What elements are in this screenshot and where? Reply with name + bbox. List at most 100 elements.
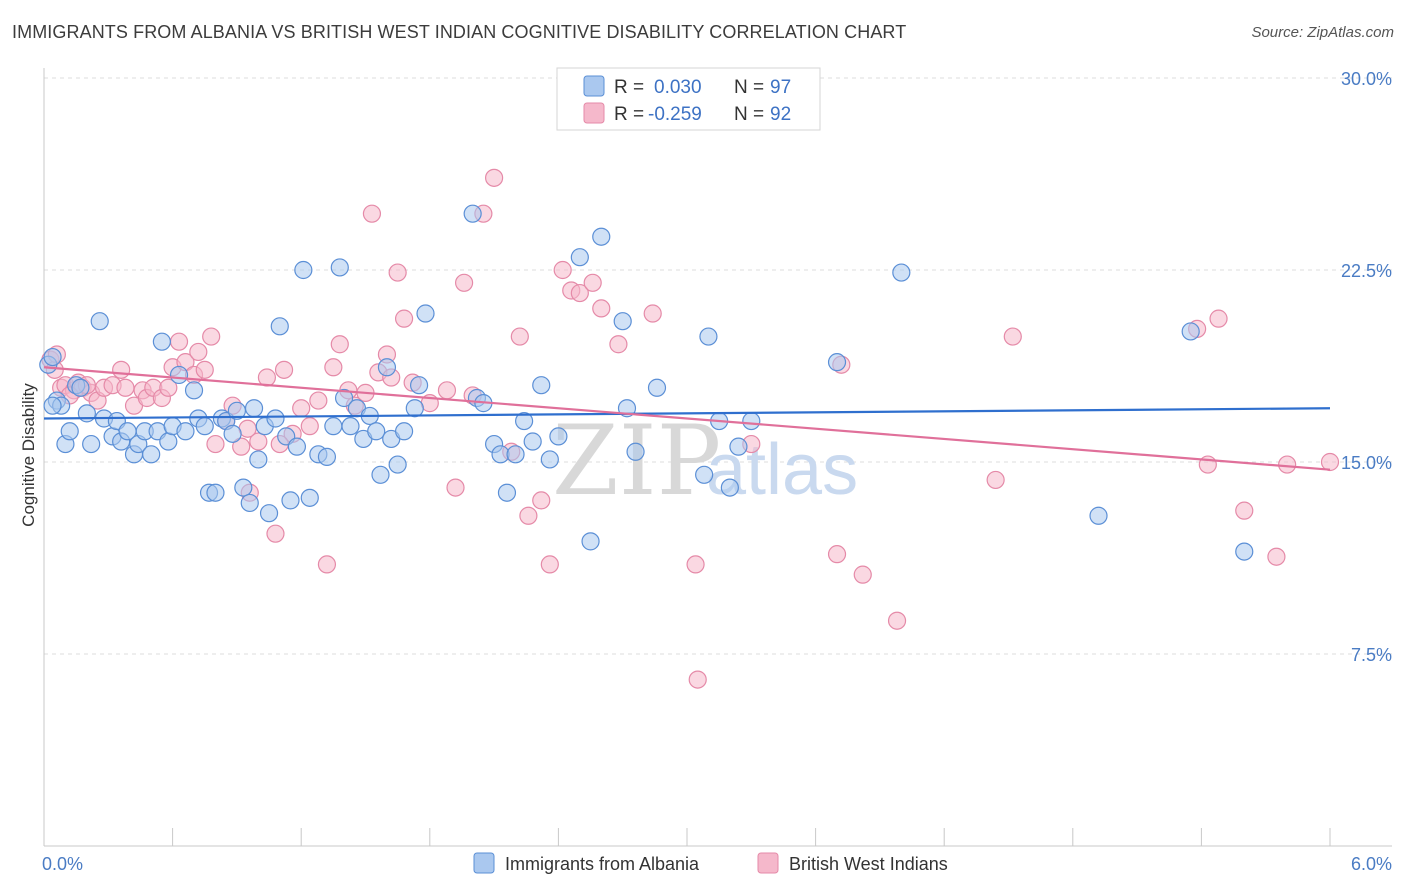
blue-data-point <box>388 455 407 474</box>
y-tick-labels: 7.5% 15.0% 22.5% 30.0% <box>1341 69 1392 665</box>
pink-data-point <box>827 545 847 564</box>
blue-data-point <box>394 422 414 441</box>
blue-data-point <box>581 532 600 551</box>
blue-data-point <box>892 263 911 282</box>
pink-data-point <box>202 327 221 346</box>
y-tick-label: 15.0% <box>1341 453 1392 473</box>
blue-data-point <box>206 483 225 502</box>
blue-data-point <box>720 478 739 497</box>
pink-data-point <box>232 437 251 456</box>
blue-data-point <box>77 404 96 423</box>
blue-data-point <box>570 248 589 267</box>
pink-data-point <box>686 555 705 574</box>
bottom-legend-label-pink: British West Indians <box>789 854 948 874</box>
blue-data-point <box>249 450 268 469</box>
blue-data-point <box>515 411 534 431</box>
pink-data-point <box>437 381 457 400</box>
blue-data-point <box>82 434 101 454</box>
blue-data-point <box>699 327 718 346</box>
blue-data-point <box>287 437 307 456</box>
blue-data-point <box>266 409 285 428</box>
blue-data-point <box>43 347 62 367</box>
pink-data-point <box>887 611 907 630</box>
legend-r-value-blue: 0.030 <box>654 77 702 98</box>
legend-r-value-pink: -0.259 <box>648 104 702 125</box>
pink-data-point <box>485 168 504 187</box>
blue-data-point <box>827 353 847 372</box>
pink-data-point <box>249 432 268 451</box>
pink-data-point <box>388 263 407 282</box>
pink-data-point <box>195 360 214 379</box>
pink-data-point <box>159 378 178 397</box>
x-tick-label-min: 0.0% <box>42 854 83 874</box>
pink-data-point <box>189 342 208 362</box>
blue-data-point <box>334 388 354 408</box>
pink-data-point <box>986 470 1005 490</box>
legend-n-label-pink: N = <box>734 104 764 125</box>
pink-data-point <box>300 417 319 436</box>
pink-data-point <box>116 378 135 397</box>
blue-data-point <box>324 417 343 436</box>
blue-data-point <box>405 399 424 418</box>
blue-data-point <box>300 488 319 507</box>
pink-data-point <box>592 299 611 318</box>
blue-data-point <box>90 312 109 331</box>
blue-data-point <box>592 227 611 246</box>
pink-data-point <box>1267 547 1286 566</box>
blue-data-point <box>497 483 517 502</box>
y-axis-title: Cognitive Disability <box>19 383 38 527</box>
blue-data-point <box>549 427 568 446</box>
chart-title: IMMIGRANTS FROM ALBANIA VS BRITISH WEST … <box>12 22 907 42</box>
watermark-atlas: atlas <box>706 430 858 510</box>
blue-data-point <box>240 493 259 513</box>
pink-data-point <box>362 204 382 223</box>
blue-data-point <box>223 424 242 443</box>
blue-data-point <box>330 258 349 277</box>
pink-data-point <box>309 391 328 410</box>
y-tick-label: 7.5% <box>1351 645 1392 665</box>
bottom-legend-label-blue: Immigrants from Albania <box>505 854 700 874</box>
blue-data-point <box>184 381 204 400</box>
blue-data-point <box>71 378 90 397</box>
pink-data-point <box>446 478 465 497</box>
blue-data-point <box>341 417 360 436</box>
pink-data-point <box>274 360 294 379</box>
legend-r-label-pink: R = <box>614 104 644 125</box>
legend-r-label-blue: R = <box>614 77 644 98</box>
blue-data-point <box>159 432 178 451</box>
pink-data-point <box>1320 452 1340 472</box>
pink-data-point <box>532 491 551 510</box>
trend-lines <box>43 366 1331 471</box>
blue-data-point <box>195 417 214 436</box>
pink-data-point <box>570 283 589 303</box>
blue-data-point <box>43 396 62 415</box>
watermark: ZIP atlas <box>552 405 858 517</box>
pink-data-point <box>510 327 529 346</box>
blue-data-point <box>317 447 337 466</box>
blue-data-point <box>60 422 79 441</box>
bottom-legend-swatch-pink <box>757 852 779 874</box>
blue-data-point <box>234 478 253 497</box>
blue-data-point <box>367 422 386 441</box>
blue-data-point <box>270 317 289 336</box>
pink-data-point <box>266 524 285 543</box>
x-ticks <box>43 828 1331 846</box>
pink-data-point <box>1209 309 1228 328</box>
pink-data-point <box>206 434 225 454</box>
y-tick-label: 22.5% <box>1341 261 1392 281</box>
blue-data-point <box>506 445 525 464</box>
pink-data-point <box>394 309 414 328</box>
legend-n-label-blue: N = <box>734 77 764 98</box>
pink-data-point <box>330 335 349 354</box>
blue-data-point <box>1235 542 1254 561</box>
source-credit: Source: ZipAtlas.com <box>1251 24 1394 41</box>
blue-data-point <box>1181 322 1200 341</box>
blue-data-point <box>1089 506 1108 525</box>
trend-line-blue <box>43 407 1331 420</box>
pink-data-point <box>169 332 189 351</box>
y-tick-label: 30.0% <box>1341 69 1392 89</box>
pink-data-point <box>292 399 311 418</box>
blue-data-point <box>409 376 429 395</box>
blue-data-point <box>729 437 748 456</box>
